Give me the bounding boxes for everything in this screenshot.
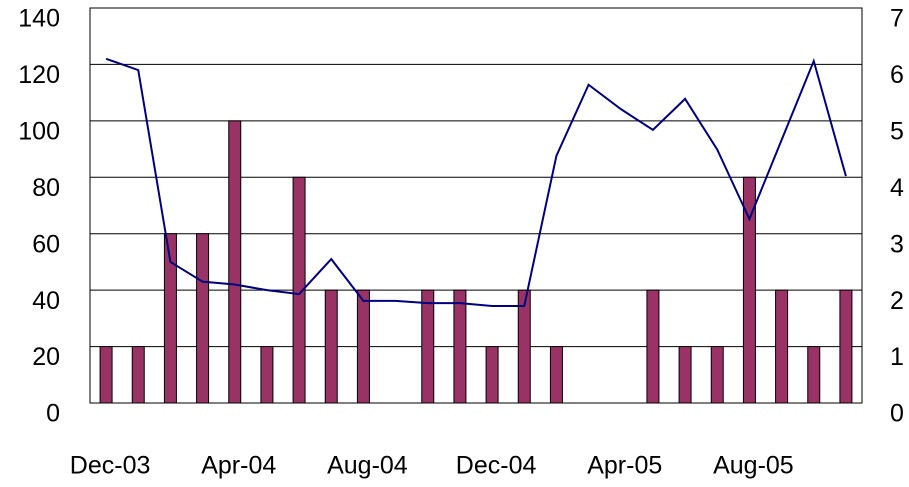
bar [839,289,853,404]
bar [775,289,789,404]
line [105,57,847,307]
bar [356,289,370,404]
bar [807,346,821,404]
y-tick-label: 100 [18,117,60,145]
bar [678,346,692,404]
x-tick-label: Apr-05 [587,452,662,480]
y2-tick-label: 4 [890,174,904,202]
y2-tick-label: 7 [890,5,904,33]
y2-tick-label: 5 [890,117,904,145]
x-tick-label: Apr-04 [201,452,276,480]
x-tick-label: Dec-04 [456,452,537,480]
bar [228,120,242,404]
y2-tick-label: 3 [890,230,904,258]
bar [646,289,660,404]
x-tick-label: Aug-04 [327,452,408,480]
bar [742,176,756,404]
bar [196,233,210,404]
y-tick-label: 120 [18,61,60,89]
y2-tick-label: 1 [890,343,904,371]
bar [292,176,306,404]
bar [131,346,145,404]
bar [421,289,435,404]
y-tick-label: 80 [32,174,60,202]
y2-tick-label: 0 [890,400,904,428]
x-tick-label: Dec-03 [70,452,151,480]
y2-tick-label: 6 [890,61,904,89]
y-tick-label: 0 [46,400,60,428]
bar [99,346,113,404]
bar [710,346,724,404]
y-tick-label: 40 [32,287,60,315]
plot-border [89,7,863,404]
x-tick-label: Aug-05 [713,452,794,480]
bar [549,346,563,404]
bar [517,289,531,404]
y-tick-label: 60 [32,230,60,258]
bar [485,346,499,404]
y-tick-label: 20 [32,343,60,371]
bar [260,346,274,404]
bar [163,233,177,404]
y2-tick-label: 2 [890,287,904,315]
bar [453,289,467,404]
y-tick-label: 140 [18,5,60,33]
bar [324,289,338,404]
